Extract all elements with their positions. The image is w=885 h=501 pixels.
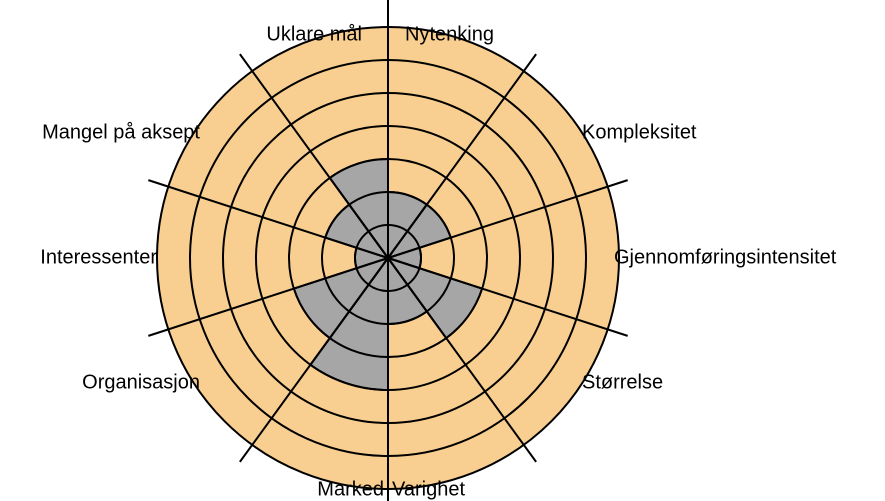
category-label: Varighet bbox=[392, 478, 465, 500]
category-label: Kompleksitet bbox=[582, 121, 697, 143]
category-label: Uklare mål bbox=[266, 23, 362, 45]
spoke bbox=[387, 179, 628, 259]
category-label: Organisasjon bbox=[82, 371, 200, 393]
category-label: Størrelse bbox=[582, 371, 663, 393]
spoke bbox=[387, 257, 628, 337]
spoke bbox=[387, 53, 537, 259]
spoke bbox=[239, 53, 389, 259]
spoke bbox=[239, 257, 389, 463]
category-label: Nytenking bbox=[405, 23, 494, 45]
category-label: Marked bbox=[317, 478, 384, 500]
category-label: Interessenter bbox=[40, 246, 157, 268]
category-label: Mangel på aksept bbox=[42, 121, 200, 143]
spoke bbox=[148, 257, 389, 337]
category-label: Gjennomføringsintensitet bbox=[614, 246, 837, 268]
spoke bbox=[148, 179, 389, 259]
spoke bbox=[387, 257, 537, 463]
